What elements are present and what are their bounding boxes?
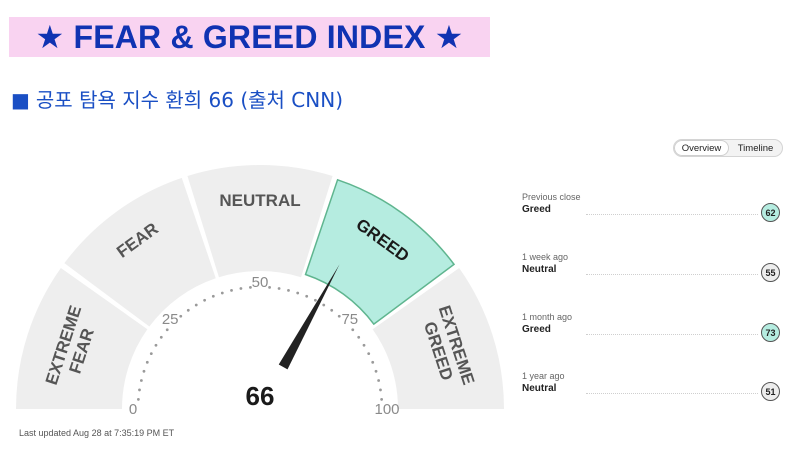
scale-tick [138, 388, 141, 392]
scale-tick [142, 369, 146, 373]
scale-tick [357, 335, 361, 339]
square-bullet-icon: ■ [11, 88, 30, 112]
scale-tick [296, 291, 300, 295]
dotted-leader [586, 334, 758, 335]
dotted-leader [586, 274, 758, 275]
history-row: 1 week ago Neutral 55 [522, 252, 784, 298]
history-period: 1 year ago [522, 371, 565, 381]
history-value-badge: 55 [761, 263, 780, 282]
history-rating: Greed [522, 324, 551, 335]
scale-tick [287, 288, 290, 292]
scale-tick [379, 388, 382, 392]
tab-overview[interactable]: Overview [674, 140, 729, 156]
scale-tick [362, 343, 366, 347]
scale-tick [313, 298, 317, 302]
scale-tick [136, 398, 140, 401]
scale-tick [139, 379, 143, 382]
scale-tick [249, 285, 252, 289]
fear-greed-gauge: EXTREMEFEARFEARNEUTRALGREEDEXTREMEGREED … [16, 165, 504, 420]
scale-label-25: 25 [162, 311, 179, 328]
scale-tick [230, 288, 233, 292]
history-period: 1 week ago [522, 252, 569, 262]
banner-title: ★ FEAR & GREED INDEX ★ [35, 19, 464, 55]
history-row: Previous close Greed 62 [522, 192, 784, 238]
scale-tick [220, 291, 224, 295]
tab-timeline[interactable]: Timeline [729, 140, 782, 156]
gauge-hub [210, 359, 310, 420]
gauge-segment-greed [304, 178, 456, 326]
scale-tick [322, 303, 326, 307]
tab-timeline-label: Timeline [737, 142, 774, 154]
scale-tick [330, 308, 334, 312]
scale-tick [194, 303, 198, 307]
gauge-segment-fear [64, 177, 216, 327]
gauge-segment-neutral [187, 165, 333, 278]
subtitle: ■ 공포 탐욕 지수 환희 66 (출처 CNN) [11, 84, 343, 113]
scale-tick [186, 308, 190, 312]
last-updated: Last updated Aug 28 at 7:35:19 PM ET [19, 428, 175, 438]
scale-tick [179, 314, 183, 318]
gauge-segment-extreme-fear [16, 268, 148, 409]
scale-tick [277, 287, 281, 290]
scale-tick [380, 398, 384, 401]
scale-tick [159, 335, 163, 339]
scale-label-75: 75 [341, 311, 358, 328]
scale-tick [367, 352, 371, 356]
view-toggle: Overview Timeline [673, 139, 783, 157]
scale-tick [305, 294, 309, 298]
subtitle-text: 공포 탐욕 지수 환희 66 (출처 CNN) [35, 88, 343, 112]
scale-label-100: 100 [374, 401, 399, 418]
gauge-value: 66 [246, 381, 275, 411]
dotted-leader [586, 393, 758, 394]
scale-tick [203, 298, 207, 302]
history-rating: Neutral [522, 383, 557, 394]
scale-label-0: 0 [129, 401, 137, 418]
page-banner: ★ FEAR & GREED INDEX ★ [9, 17, 490, 57]
scale-tick [154, 343, 158, 347]
history-rating: Neutral [522, 264, 557, 275]
scale-tick [268, 285, 271, 289]
scale-tick [165, 328, 169, 332]
history-period: Previous close [522, 192, 581, 202]
scale-tick [351, 328, 355, 332]
history-value-badge: 62 [761, 203, 780, 222]
history-row: 1 year ago Neutral 51 [522, 371, 784, 417]
history-rating: Greed [522, 204, 551, 215]
gauge-segment-label: NEUTRAL [219, 191, 300, 210]
tab-overview-label: Overview [681, 142, 722, 154]
scale-tick [211, 294, 215, 298]
scale-tick [149, 352, 153, 356]
history-row: 1 month ago Greed 73 [522, 312, 784, 358]
history-period: 1 month ago [522, 312, 573, 322]
scale-tick [337, 314, 341, 318]
scale-tick [145, 360, 149, 364]
scale-tick [371, 360, 375, 364]
scale-label-50: 50 [252, 274, 269, 291]
scale-tick [239, 287, 243, 290]
dotted-leader [586, 214, 758, 215]
history-value-badge: 51 [761, 382, 780, 401]
history-value-badge: 73 [761, 323, 780, 342]
gauge-needle [278, 264, 340, 370]
scale-tick [377, 379, 381, 382]
scale-tick [374, 369, 378, 373]
gauge-segment-extreme-greed [372, 268, 504, 409]
